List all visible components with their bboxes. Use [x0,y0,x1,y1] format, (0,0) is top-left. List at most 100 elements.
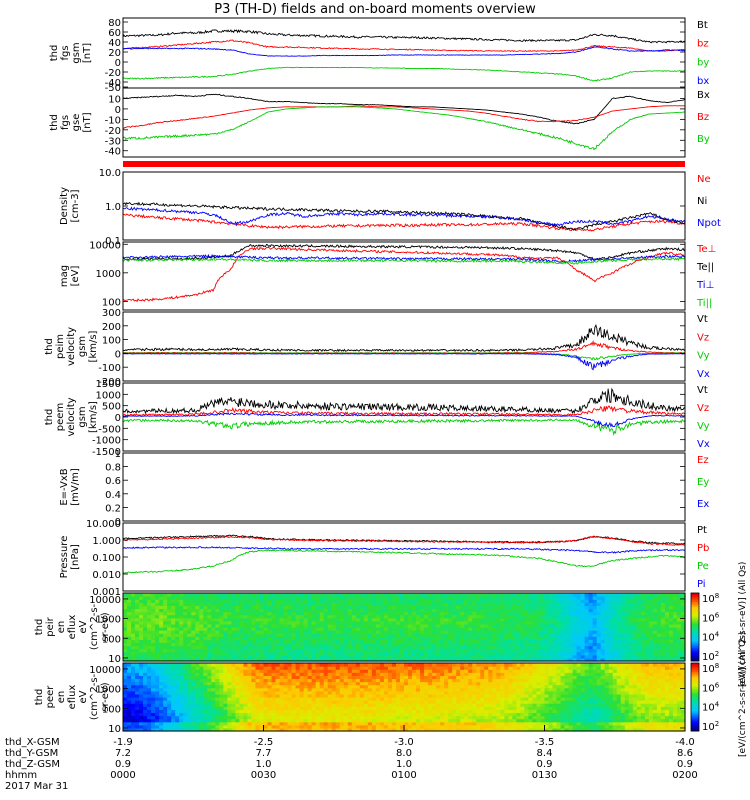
spectrogram-cell [335,593,341,597]
spectrogram-cell [520,605,526,610]
spectrogram-cell [247,620,253,625]
spectrogram-cell [131,715,136,720]
spectrogram-cell [472,654,477,659]
spectrogram-cell [143,636,148,640]
spectrogram-cell [636,623,642,628]
spectrogram-cell [255,700,261,704]
spectrogram-cell [207,672,212,676]
spectrogram-cell [243,645,249,650]
legend-ti: Ti⊥ [696,280,714,291]
spectrogram-cell [347,636,353,640]
spectrogram-cell [576,605,582,610]
spectrogram-cell [175,657,180,662]
spectrogram-cell [528,636,534,640]
spectrogram-cell [464,623,469,628]
spectrogram-cell [307,599,313,603]
spectrogram-cell [608,654,614,659]
spectrogram-cell [351,642,357,647]
spectrogram-cell [488,645,493,650]
spectrogram-cell [536,611,542,616]
spectrogram-cell [283,672,289,676]
spectrogram-cell [195,633,200,637]
spectrogram-cell [179,681,184,686]
spectrogram-cell [608,593,614,597]
spectrogram-cell [604,639,610,644]
spectrogram-cell [311,639,317,644]
spectrogram-cell [163,605,168,610]
y-tick-label: -1500 [92,447,121,458]
spectrogram-cell [219,642,224,647]
spectrogram-cell [131,639,136,644]
spectrogram-cell [484,654,489,659]
spectrogram-cell [355,706,361,710]
spectrogram-cell [195,681,200,686]
spectrogram-cell [420,614,425,619]
spectrogram-cell [387,596,393,600]
spectrogram-cell [444,651,449,656]
spectrogram-cell [560,596,566,600]
spectrogram-cell [596,593,602,597]
spectrogram-cell [195,602,200,606]
spectrogram-cell [363,611,369,616]
spectrogram-cell [255,697,261,701]
spectrogram-cell [239,620,245,625]
spectrogram-cell [271,693,277,698]
spectrogram-cell [416,703,421,707]
spectrogram-cell [227,712,232,717]
y-tick-label: 1000 [96,269,121,280]
spectrogram-cell [171,669,176,673]
spectrogram-cell [199,666,204,670]
spectrogram-cell [307,651,313,656]
spectrogram-cell [387,666,393,670]
spectrogram-cell [664,608,670,613]
spectrogram-cell [151,672,156,676]
spectrogram-cell [408,596,413,600]
spectrogram-cell [375,727,381,732]
spectrogram-cell [151,678,156,683]
spectrogram-cell [680,645,686,650]
spectrogram-cell [255,651,261,656]
spectrogram-cell [191,675,196,680]
spectrogram-cell [391,599,397,603]
spectrogram-cell [399,724,405,729]
spectrogram-cell [620,648,626,653]
spectrogram-cell [383,596,389,600]
spectrogram-cell [291,627,297,631]
spectrogram-cell [504,648,509,653]
spectrogram-cell [135,602,140,606]
spectrogram-cell [600,602,606,606]
spectrogram-cell [243,693,249,698]
spectrogram-cell [211,599,216,603]
spectrogram-cell [227,693,232,698]
spectrogram-cell [231,593,236,597]
spectrogram-cell [319,684,325,689]
spectrogram-cell [508,630,513,634]
spectrogram-cell [135,642,140,647]
spectrogram-cell [195,687,200,692]
spectrogram-cell [428,642,433,647]
colorbar-cell [691,611,699,614]
spectrogram-cell [139,605,144,610]
spectrogram-cell [428,636,433,640]
spectrogram-cell [668,627,674,631]
y-axis-label: gsm [77,336,88,357]
spectrogram-cell [211,715,216,720]
spectrogram-cell [383,639,389,644]
spectrogram-cell [359,623,365,628]
spectrogram-cell [387,645,393,650]
spectrogram-cell [548,602,554,606]
spectrogram-cell [676,639,682,644]
colorbar-cell [691,618,699,621]
spectrogram-cell [408,718,413,723]
y-axis-label: peem [55,403,66,431]
spectrogram-cell [171,593,176,597]
spectrogram-cell [480,614,485,619]
spectrogram-cell [391,724,397,729]
spectrogram-cell [648,645,654,650]
spectrogram-cell [179,620,184,625]
spectrogram-cell [223,614,228,619]
spectrogram-cell [155,605,160,610]
spectrogram-cell [347,620,353,625]
spectrogram-cell [399,630,405,634]
spectrogram-cell [520,657,526,662]
